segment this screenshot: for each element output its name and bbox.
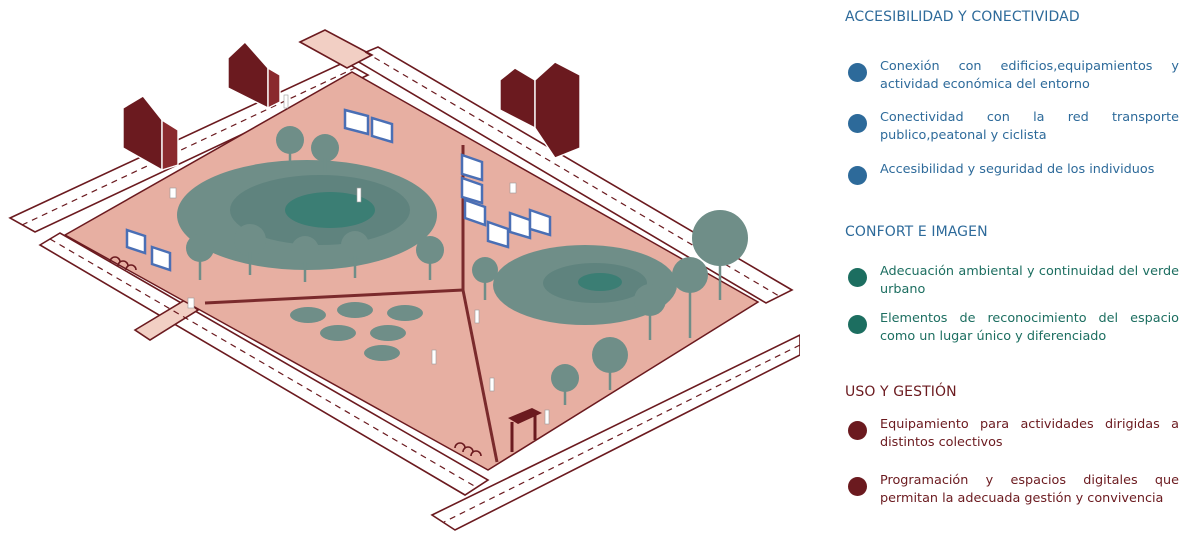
legend-item-text: Conectividad con la red transporte publi… <box>880 110 1179 143</box>
legend-item-text: Programación y espacios digitales que pe… <box>880 473 1179 506</box>
teal-dot-icon <box>848 268 867 287</box>
maroon-dot-icon <box>848 477 867 496</box>
blue-dot-icon <box>848 166 867 185</box>
bus-shelter <box>508 408 542 452</box>
blue-dot-icon <box>848 114 867 133</box>
legend-item-text: Equipamiento para actividades dirigidas … <box>880 417 1179 450</box>
legend-item-text: Accesibilidad y seguridad de los individ… <box>880 162 1155 177</box>
info-panels <box>125 108 552 272</box>
trees <box>186 126 748 405</box>
legend-item-text: Elementos de reconocimiento del espacio … <box>880 311 1179 344</box>
street-north <box>8 61 370 233</box>
crosswalk-top <box>298 29 374 69</box>
isometric-plaza-illustration <box>8 29 800 531</box>
crosswalk-left <box>133 299 200 341</box>
buildings <box>122 40 581 172</box>
legend-item-text: Conexión con edificios,equipamientos y a… <box>880 59 1179 92</box>
section-title-accesibilidad: ACCESIBILIDAD Y CONECTIVIDAD <box>845 9 1080 25</box>
legend-item-text: Adecuación ambiental y continuidad del v… <box>880 264 1179 297</box>
maroon-dot-icon <box>848 421 867 440</box>
section-title-confort: CONFORT E IMAGEN <box>845 224 988 240</box>
blue-dot-icon <box>848 63 867 82</box>
people <box>169 94 550 425</box>
section-title-uso: USO Y GESTIÓN <box>845 384 957 400</box>
seating-stones <box>290 302 423 361</box>
street-south <box>430 334 800 531</box>
teal-dot-icon <box>848 315 867 334</box>
bike-racks <box>109 256 482 457</box>
